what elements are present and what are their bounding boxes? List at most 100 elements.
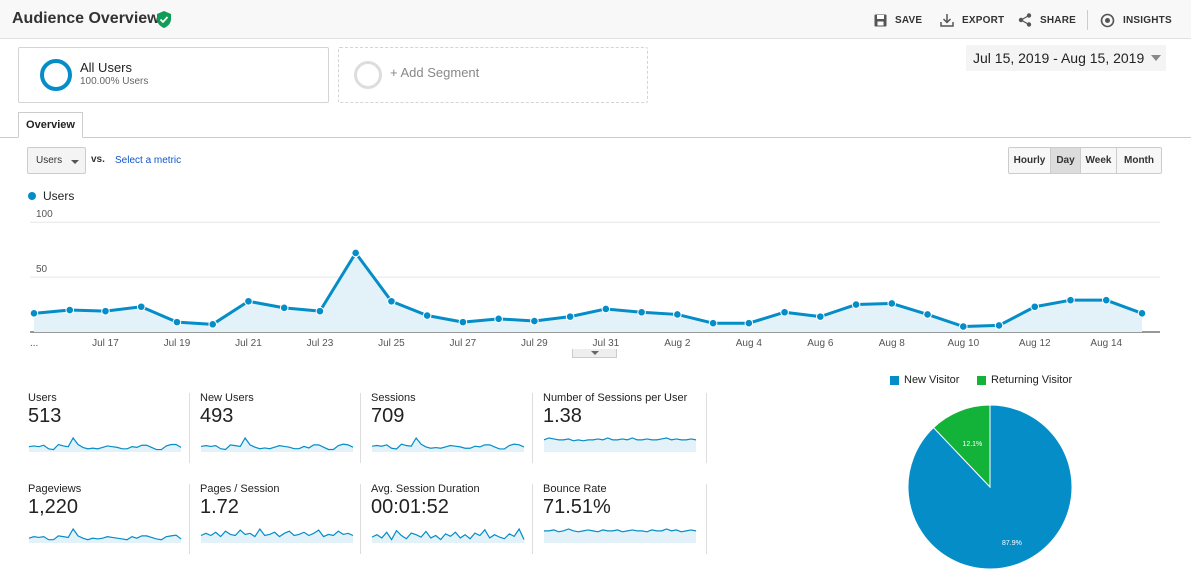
users-data-point[interactable] bbox=[708, 318, 718, 328]
users-data-point[interactable] bbox=[279, 303, 289, 313]
export-icon bbox=[940, 13, 954, 27]
users-data-point[interactable] bbox=[494, 314, 503, 324]
granularity-day-button[interactable]: Day bbox=[1051, 148, 1081, 173]
returning-visitor-label: Returning Visitor bbox=[991, 374, 1073, 386]
users-data-point[interactable] bbox=[65, 305, 75, 315]
scorecard-value: 513 bbox=[28, 405, 62, 427]
save-button[interactable]: SAVE bbox=[874, 12, 922, 28]
segment-name: All Users bbox=[80, 60, 133, 75]
tab-overview[interactable]: Overview bbox=[18, 112, 83, 138]
users-data-point[interactable] bbox=[851, 300, 861, 309]
scorecard-label: Bounce Rate bbox=[543, 483, 607, 495]
users-area-fill bbox=[34, 252, 1142, 332]
scorecard-value: 71.51% bbox=[543, 496, 611, 518]
insights-label: INSIGHTS bbox=[1123, 14, 1172, 26]
chevron-down-icon bbox=[1151, 55, 1161, 61]
users-data-point[interactable] bbox=[780, 307, 789, 317]
new-visitor-swatch bbox=[890, 375, 899, 385]
x-tick-label: Jul 23 bbox=[307, 338, 334, 349]
users-data-point[interactable] bbox=[172, 317, 182, 327]
sparkline-line bbox=[28, 436, 182, 451]
users-data-point[interactable] bbox=[744, 318, 754, 328]
users-data-point[interactable] bbox=[565, 312, 575, 321]
x-tick-label: Jul 21 bbox=[235, 338, 262, 349]
scorecard-bounce-rate[interactable]: Bounce Rate 71.51% bbox=[543, 483, 703, 561]
users-data-point[interactable] bbox=[637, 307, 646, 317]
x-tick-label: Jul 19 bbox=[164, 338, 191, 349]
date-range-picker[interactable]: Jul 15, 2019 - Aug 15, 2019 bbox=[966, 45, 1166, 71]
users-data-point[interactable] bbox=[887, 299, 897, 308]
users-data-point[interactable] bbox=[208, 320, 218, 329]
sparkline-line bbox=[543, 437, 697, 442]
scorecard-avg-session-duration[interactable]: Avg. Session Duration 00:01:52 bbox=[371, 483, 531, 561]
scorecard-pages-session[interactable]: Pages / Session 1.72 bbox=[200, 483, 360, 561]
x-tick-label: Jul 29 bbox=[521, 338, 548, 349]
scorecard-value: 1,220 bbox=[28, 496, 79, 518]
scorecard-pageviews[interactable]: Pageviews 1,220 bbox=[28, 483, 188, 561]
scorecard-sessions[interactable]: Sessions 709 bbox=[371, 392, 531, 470]
scorecard-value: 709 bbox=[371, 405, 405, 427]
users-data-point[interactable] bbox=[315, 306, 325, 316]
select-metric-link[interactable]: Select a metric bbox=[115, 155, 182, 166]
granularity-month-button[interactable]: Month bbox=[1117, 148, 1161, 173]
header-divider bbox=[1087, 10, 1088, 30]
scorecard-sparkline bbox=[200, 436, 354, 452]
sparkline-fill bbox=[201, 529, 353, 543]
users-data-point[interactable] bbox=[136, 302, 146, 312]
chevron-down-icon bbox=[71, 160, 79, 164]
scorecard-label: Pageviews bbox=[28, 483, 82, 495]
segment-ring-icon bbox=[40, 59, 72, 91]
granularity-hourly-button[interactable]: Hourly bbox=[1009, 148, 1051, 173]
scorecard-new-users[interactable]: New Users 493 bbox=[200, 392, 360, 470]
scorecard-users[interactable]: Users 513 bbox=[28, 392, 188, 470]
insights-button[interactable]: INSIGHTS bbox=[1100, 12, 1172, 28]
users-data-point[interactable] bbox=[816, 312, 825, 321]
users-data-point[interactable] bbox=[673, 310, 682, 319]
users-data-point[interactable] bbox=[923, 310, 932, 319]
versus-label: vs. bbox=[91, 154, 105, 165]
users-data-point[interactable] bbox=[422, 311, 432, 320]
scorecard-label: New Users bbox=[200, 392, 254, 404]
granularity-week-button[interactable]: Week bbox=[1081, 148, 1117, 173]
users-data-point[interactable] bbox=[458, 317, 468, 327]
page-header: Audience Overview SAVE EXPORT SHARE bbox=[0, 0, 1191, 39]
scorecard-divider bbox=[189, 484, 190, 554]
users-data-point[interactable] bbox=[351, 248, 360, 258]
scorecard-sparkline bbox=[544, 528, 697, 543]
users-data-point[interactable] bbox=[101, 306, 110, 316]
export-button[interactable]: EXPORT bbox=[940, 12, 1004, 28]
segment-percentage: 100.00% Users bbox=[80, 76, 149, 87]
scorecard-divider bbox=[189, 393, 190, 463]
verified-shield-icon bbox=[157, 11, 171, 28]
users-data-point[interactable] bbox=[1137, 309, 1147, 318]
scorecard-divider bbox=[706, 393, 707, 463]
users-data-point[interactable] bbox=[387, 296, 396, 306]
segment-all-users[interactable]: All Users 100.00% Users bbox=[18, 47, 329, 103]
users-data-point[interactable] bbox=[1101, 295, 1111, 305]
x-tick-label: Jul 17 bbox=[92, 338, 119, 349]
scorecard-value: 1.38 bbox=[543, 405, 582, 427]
x-tick-label: Aug 4 bbox=[736, 338, 763, 349]
users-data-point[interactable] bbox=[29, 309, 39, 318]
users-data-point[interactable] bbox=[1030, 302, 1040, 312]
scorecard-value: 493 bbox=[200, 405, 234, 427]
users-data-point[interactable] bbox=[1066, 295, 1075, 305]
share-label: SHARE bbox=[1040, 14, 1077, 26]
add-segment-button[interactable]: + Add Segment bbox=[338, 47, 648, 103]
users-data-point[interactable] bbox=[958, 322, 968, 331]
scorecard-number-of-sessions-per-user[interactable]: Number of Sessions per User 1.38 bbox=[543, 392, 703, 470]
users-data-point[interactable] bbox=[601, 304, 611, 314]
users-line-chart: 100 50... Jul 17 Jul 19 Jul 21 Jul 23 Jul 25 Ju… bbox=[29, 209, 1160, 349]
chart-expand-handle[interactable] bbox=[572, 349, 617, 358]
metric-dropdown-label: Users bbox=[36, 155, 63, 166]
scorecard-sparkline bbox=[28, 527, 182, 543]
metric-dropdown[interactable]: Users bbox=[27, 147, 86, 174]
users-data-point[interactable] bbox=[244, 296, 253, 306]
share-button[interactable]: SHARE bbox=[1018, 12, 1076, 28]
users-data-point[interactable] bbox=[530, 316, 539, 326]
pie-slice-returning-visitor[interactable] bbox=[932, 404, 991, 489]
x-tick-label: Aug 14 bbox=[1090, 338, 1122, 349]
scorecard-value: 1.72 bbox=[200, 496, 239, 518]
sparkline-fill bbox=[544, 438, 696, 452]
users-data-point[interactable] bbox=[994, 321, 1004, 330]
